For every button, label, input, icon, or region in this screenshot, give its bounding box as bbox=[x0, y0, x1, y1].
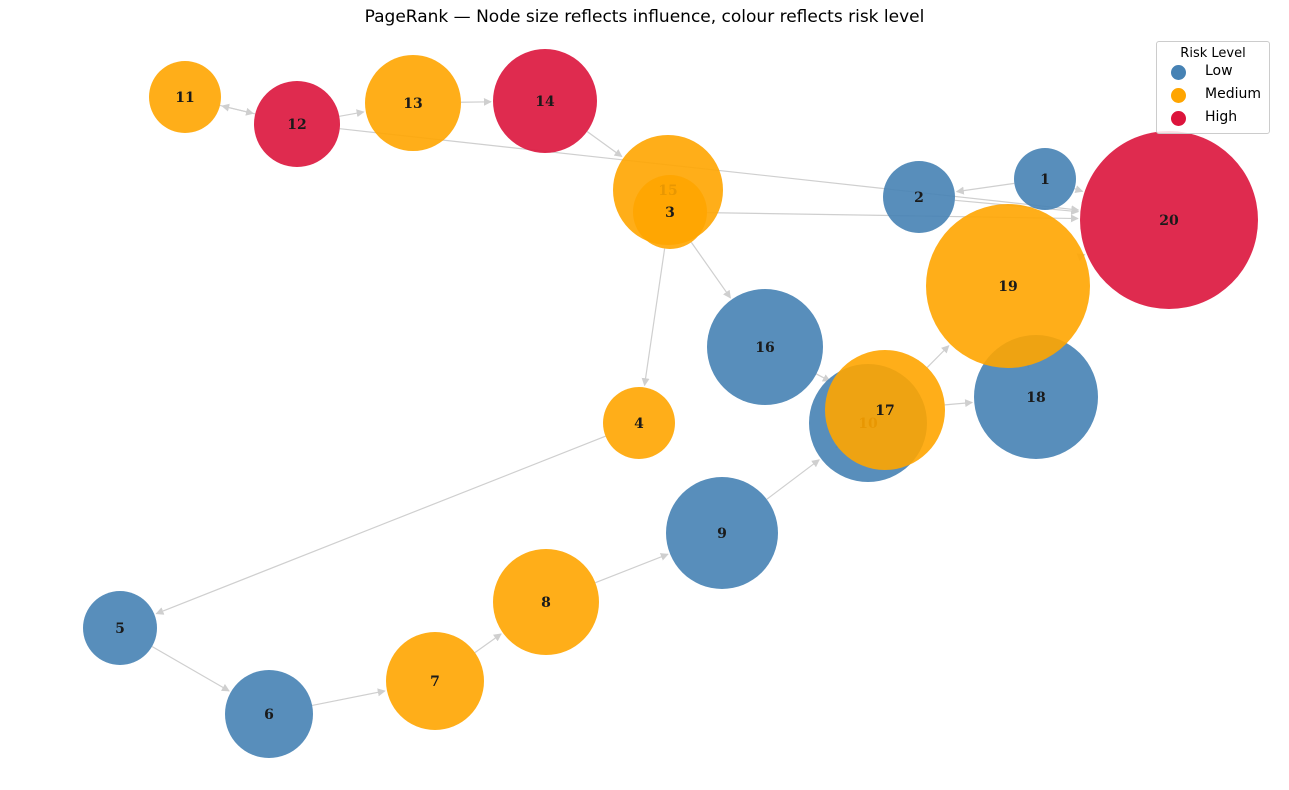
legend-item-low: Low bbox=[1157, 61, 1269, 84]
legend-label-medium: Medium bbox=[1205, 86, 1261, 102]
node-17: 17 bbox=[825, 350, 945, 470]
node-circle-12 bbox=[254, 81, 340, 167]
node-circle-5 bbox=[83, 591, 157, 665]
node-label-20: 20 bbox=[1159, 213, 1179, 229]
node-label-18: 18 bbox=[1026, 390, 1045, 406]
node-circle-2 bbox=[883, 161, 955, 233]
edge-3-16 bbox=[690, 241, 731, 299]
node-circle-1 bbox=[1014, 148, 1076, 210]
node-19: 19 bbox=[926, 204, 1090, 368]
edge-12-13 bbox=[339, 109, 365, 118]
node-6: 6 bbox=[225, 670, 313, 758]
node-20: 20 bbox=[1080, 131, 1258, 309]
node-label-12: 12 bbox=[287, 117, 306, 133]
node-circle-14 bbox=[493, 49, 597, 153]
node-label-19: 19 bbox=[998, 279, 1017, 295]
node-14: 14 bbox=[493, 49, 597, 153]
node-1: 1 bbox=[1014, 148, 1076, 210]
node-12: 12 bbox=[254, 81, 340, 167]
edge-5-6 bbox=[151, 645, 230, 692]
edge-3-4 bbox=[641, 248, 666, 387]
node-label-16: 16 bbox=[755, 340, 774, 356]
chart-title: PageRank — Node size reflects influence,… bbox=[364, 7, 925, 27]
node-circle-20 bbox=[1080, 131, 1258, 309]
node-label-4: 4 bbox=[634, 416, 644, 432]
node-8: 8 bbox=[493, 549, 599, 655]
legend-label-low: Low bbox=[1205, 63, 1233, 79]
node-label-14: 14 bbox=[535, 94, 555, 110]
edge-14-15 bbox=[586, 130, 623, 158]
node-3: 3 bbox=[633, 175, 707, 249]
node-5: 5 bbox=[83, 591, 157, 665]
legend-item-medium: Medium bbox=[1157, 84, 1269, 107]
node-16: 16 bbox=[707, 289, 823, 405]
node-circle-11 bbox=[149, 61, 221, 133]
node-circle-6 bbox=[225, 670, 313, 758]
edge-17-19 bbox=[926, 345, 950, 368]
edge-6-7 bbox=[312, 688, 386, 707]
node-label-2: 2 bbox=[914, 190, 924, 206]
node-2: 2 bbox=[883, 161, 955, 233]
legend-title: Risk Level bbox=[1180, 46, 1246, 61]
legend-swatch-low bbox=[1171, 65, 1186, 80]
edge-4-5 bbox=[155, 435, 606, 615]
edge-7-8 bbox=[474, 633, 502, 654]
node-circle-3 bbox=[633, 175, 707, 249]
node-7: 7 bbox=[386, 632, 484, 730]
node-9: 9 bbox=[666, 477, 778, 589]
node-label-5: 5 bbox=[115, 621, 125, 637]
legend-swatch-high bbox=[1171, 111, 1186, 126]
node-label-6: 6 bbox=[264, 707, 274, 723]
node-circle-19 bbox=[926, 204, 1090, 368]
node-13: 13 bbox=[365, 55, 461, 151]
edge-9-10 bbox=[766, 459, 820, 500]
edge-1-2 bbox=[955, 182, 1015, 195]
legend-label-high: High bbox=[1205, 109, 1238, 125]
node-circle-8 bbox=[493, 549, 599, 655]
node-circle-17 bbox=[825, 350, 945, 470]
legend-swatch-medium bbox=[1171, 88, 1186, 103]
edge-8-9 bbox=[595, 553, 669, 584]
edge-1-20 bbox=[1074, 185, 1084, 193]
node-4: 4 bbox=[603, 387, 675, 459]
node-11: 11 bbox=[149, 61, 221, 133]
node-circle-13 bbox=[365, 55, 461, 151]
node-circle-9 bbox=[666, 477, 778, 589]
edge-17-18 bbox=[944, 399, 974, 408]
node-label-17: 17 bbox=[875, 403, 894, 419]
legend: Risk Level Low Medium High bbox=[1156, 41, 1270, 134]
node-circle-7 bbox=[386, 632, 484, 730]
node-label-7: 7 bbox=[430, 674, 440, 690]
node-layer: 1256789111213141531610174181920 bbox=[83, 49, 1258, 758]
node-label-3: 3 bbox=[665, 205, 675, 221]
node-label-1: 1 bbox=[1040, 172, 1050, 188]
node-circle-16 bbox=[707, 289, 823, 405]
node-label-13: 13 bbox=[403, 96, 422, 112]
edge-12-11 bbox=[221, 103, 256, 115]
node-label-8: 8 bbox=[541, 595, 551, 611]
node-label-9: 9 bbox=[717, 526, 727, 542]
legend-item-high: High bbox=[1157, 107, 1269, 130]
node-label-11: 11 bbox=[175, 90, 194, 106]
node-circle-4 bbox=[603, 387, 675, 459]
